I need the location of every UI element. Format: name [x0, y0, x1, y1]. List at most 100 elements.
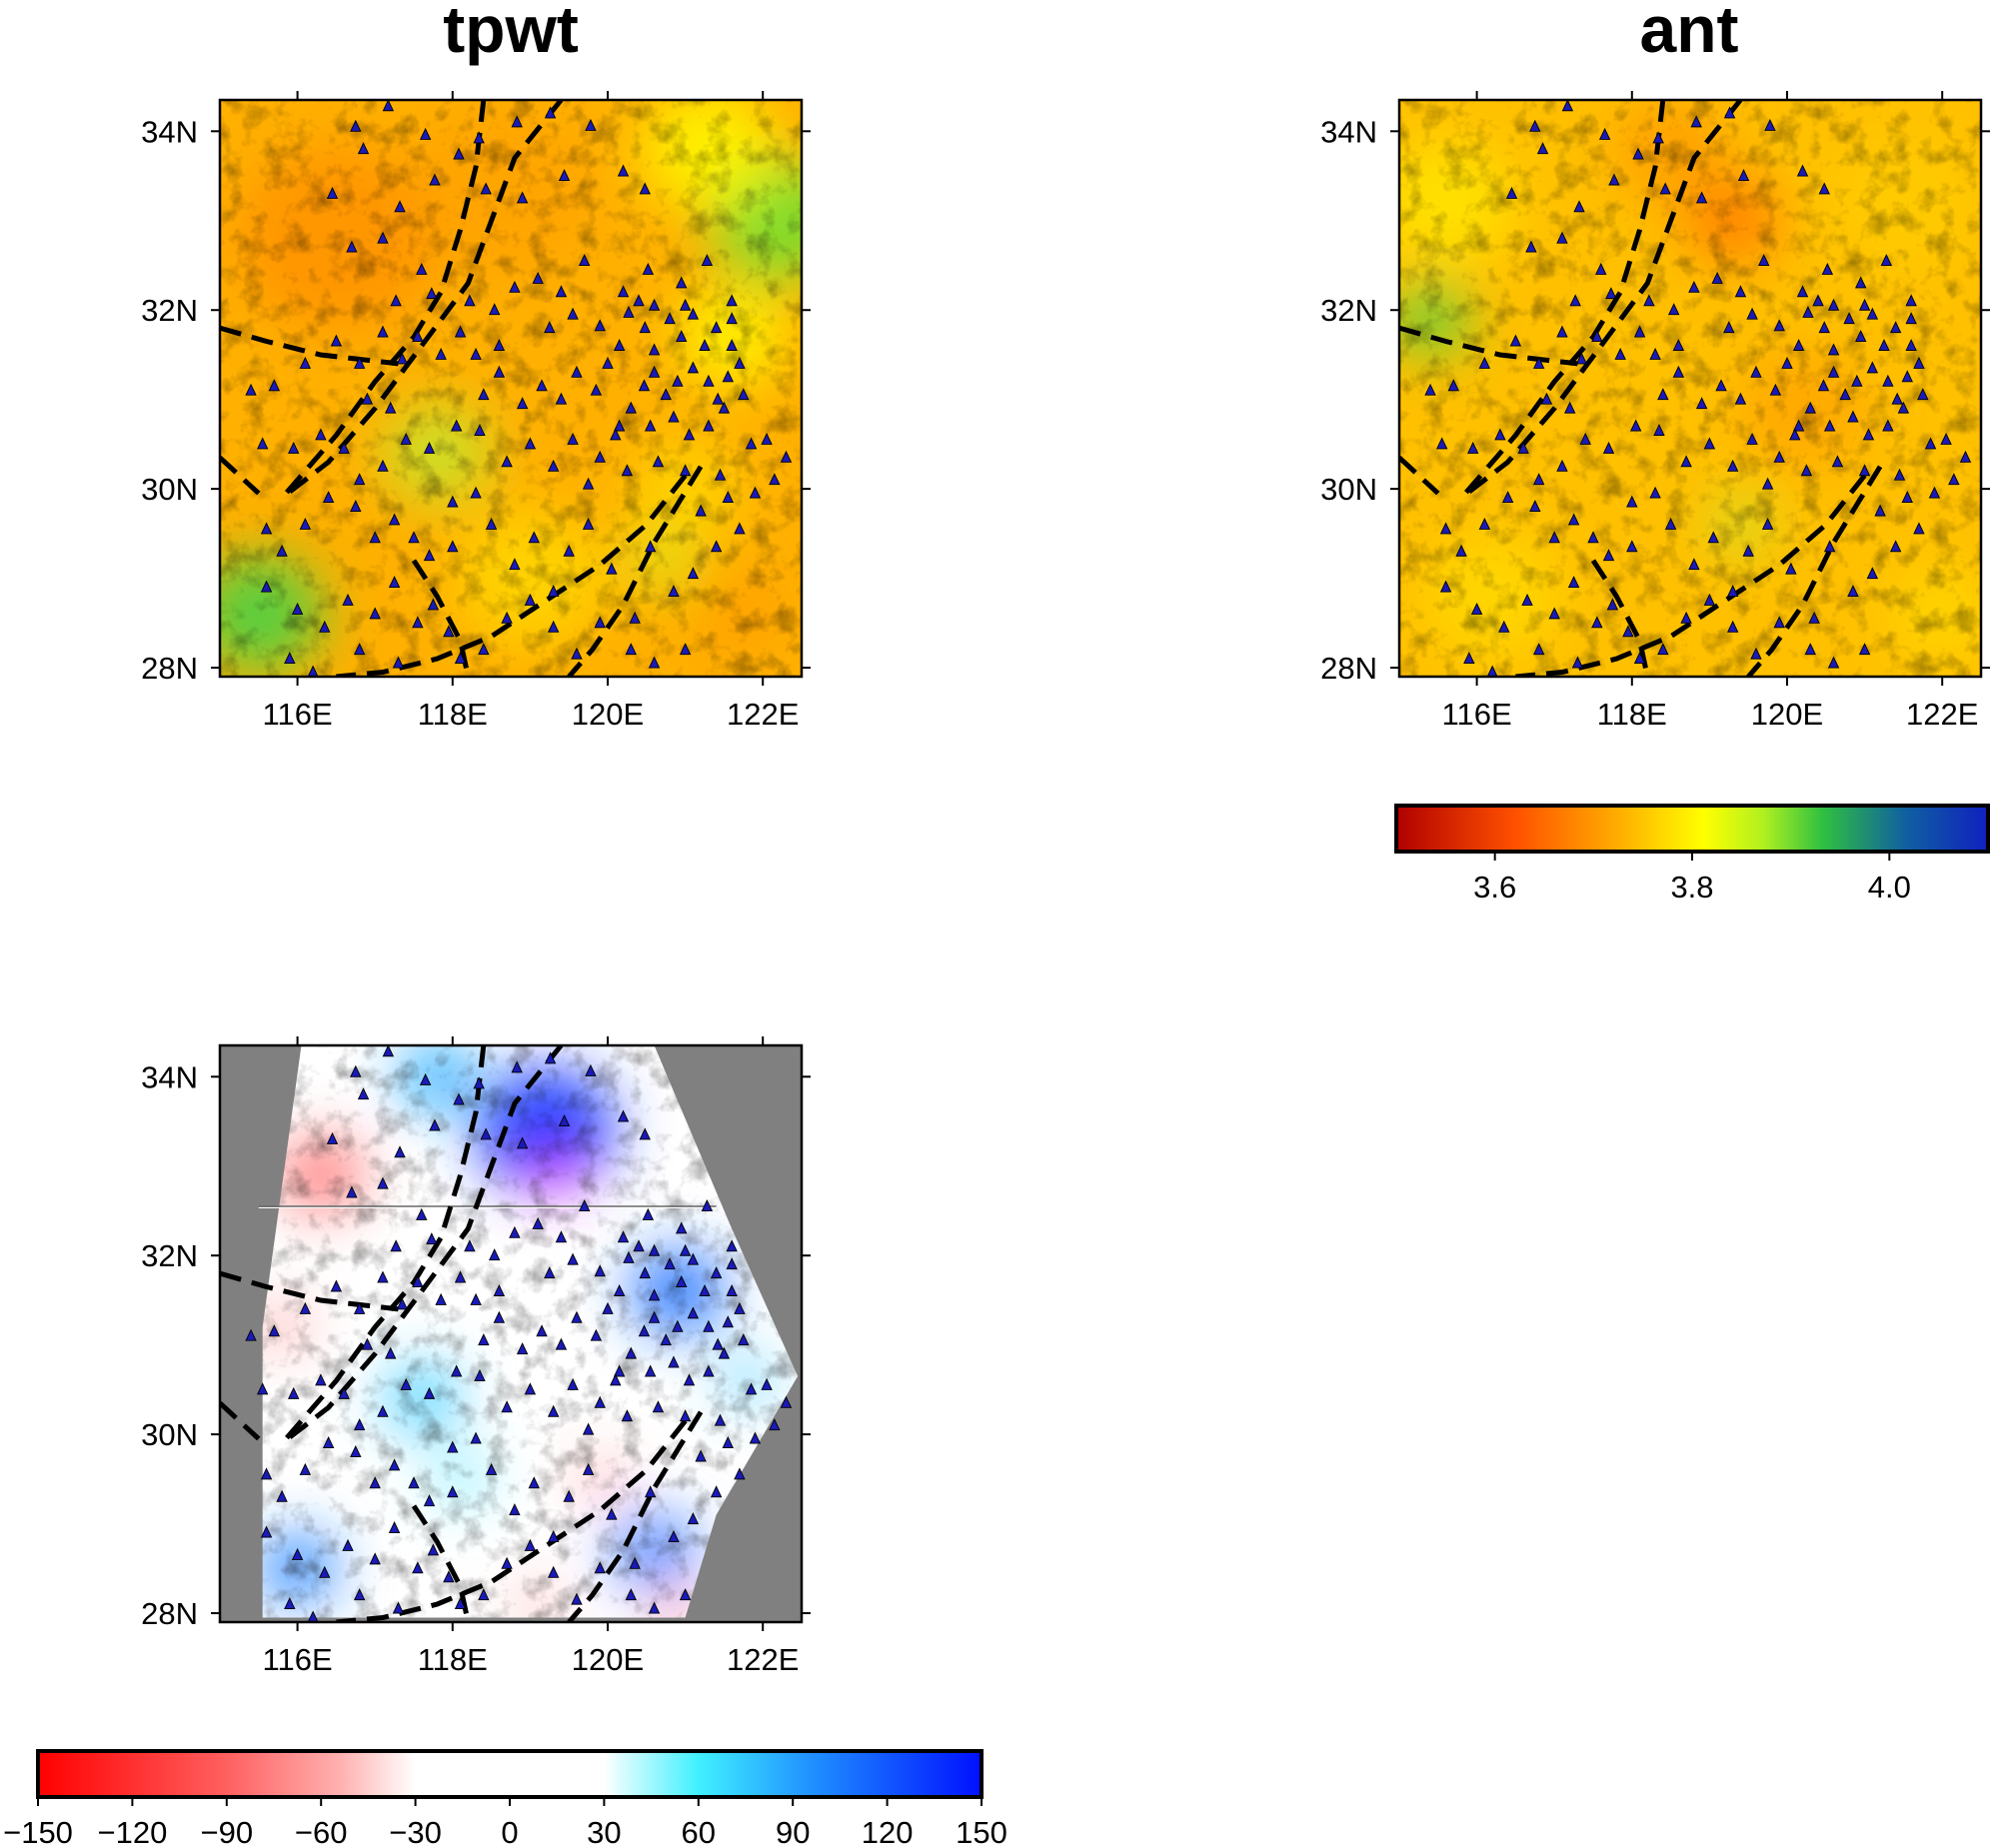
station-marker	[299, 1462, 312, 1475]
station-marker	[1439, 580, 1452, 593]
station-marker	[342, 1538, 354, 1551]
station-marker	[629, 1556, 641, 1569]
station-marker	[319, 1565, 331, 1578]
station-marker	[447, 1485, 459, 1498]
station-marker	[1913, 522, 1925, 535]
station-marker	[245, 1328, 257, 1341]
station-marker	[509, 558, 521, 571]
station-marker	[1858, 464, 1871, 477]
station-marker	[1792, 419, 1805, 432]
y-tick-label: 34N	[141, 1059, 198, 1094]
station-marker	[427, 1543, 440, 1556]
station-marker	[443, 1570, 455, 1583]
station-marker	[388, 1458, 401, 1471]
x-tick-label: 120E	[572, 697, 644, 732]
station-marker	[454, 325, 467, 338]
station-marker	[1901, 370, 1913, 383]
station-marker	[1532, 643, 1545, 656]
station-marker	[1703, 593, 1716, 606]
station-marker	[307, 665, 319, 677]
station-marker	[1649, 486, 1661, 499]
station-marker	[357, 1087, 370, 1100]
station-marker	[1579, 432, 1591, 445]
station-marker	[1905, 338, 1917, 351]
station-marker	[1467, 441, 1479, 454]
station-marker	[571, 365, 583, 378]
station-marker	[528, 1476, 540, 1489]
station-marker	[1680, 455, 1692, 468]
station-marker	[488, 303, 501, 316]
station-marker	[1827, 343, 1840, 356]
station-marker	[1498, 620, 1510, 633]
station-marker	[1891, 392, 1903, 405]
station-marker	[679, 298, 692, 311]
station-marker	[256, 1382, 269, 1395]
station-marker	[617, 164, 630, 177]
map-frame-ant: 116E 118E 120E 122E 28N 30N 32N 34N	[1320, 91, 1990, 732]
station-marker	[377, 1270, 389, 1283]
station-marker	[392, 1601, 405, 1614]
station-marker	[1742, 544, 1754, 557]
y-tick-label: 34N	[141, 114, 198, 149]
station-marker	[470, 1431, 482, 1444]
station-marker	[396, 1297, 409, 1310]
station-marker	[722, 1315, 734, 1328]
station-marker	[621, 464, 634, 477]
station-marker	[536, 379, 548, 392]
station-marker	[338, 1386, 350, 1399]
station-marker	[648, 1288, 661, 1301]
station-marker	[594, 1561, 606, 1574]
station-marker	[749, 486, 762, 499]
station-marker	[734, 1301, 746, 1314]
x-tick-label: 116E	[263, 697, 333, 732]
station-marker	[544, 106, 557, 119]
station-marker	[555, 1337, 568, 1350]
station-marker	[672, 1319, 684, 1332]
station-marker	[1818, 182, 1830, 195]
station-marker	[710, 321, 723, 334]
station-marker	[394, 1145, 406, 1158]
fault-line	[1590, 559, 1650, 677]
station-marker	[726, 294, 738, 307]
station-marker	[718, 1346, 731, 1359]
station-marker	[660, 1333, 672, 1346]
station-marker	[726, 1283, 738, 1296]
station-marker	[1633, 325, 1646, 338]
station-marker	[642, 262, 655, 275]
station-marker	[1608, 173, 1620, 186]
station-marker	[284, 652, 296, 665]
station-marker	[426, 287, 438, 300]
station-marker	[1657, 643, 1669, 656]
station-marker	[1643, 294, 1655, 307]
station-marker	[447, 495, 459, 508]
station-marker	[408, 1476, 420, 1489]
station-marker	[687, 307, 700, 320]
station-marker	[1804, 401, 1816, 414]
station-marker	[1690, 115, 1702, 128]
station-marker	[353, 356, 366, 369]
fault-line	[280, 1045, 487, 1445]
station-marker	[377, 231, 389, 244]
station-marker	[1532, 356, 1545, 369]
station-marker	[1680, 611, 1692, 624]
station-marker	[567, 432, 579, 445]
station-marker	[1913, 356, 1925, 369]
station-marker	[1521, 593, 1533, 606]
station-marker	[338, 441, 350, 454]
station-marker	[1823, 419, 1836, 432]
station-marker	[710, 1266, 723, 1279]
station-marker	[547, 1529, 560, 1542]
station-marker	[679, 1588, 692, 1601]
station-marker	[582, 1462, 595, 1475]
station-marker	[1602, 549, 1615, 562]
station-marker	[493, 1310, 506, 1323]
station-marker	[1556, 231, 1568, 244]
station-marker	[1478, 356, 1491, 369]
station-marker	[1629, 419, 1642, 432]
station-marker	[288, 441, 300, 454]
station-marker	[435, 1292, 447, 1305]
station-marker	[699, 338, 711, 351]
station-marker	[412, 1275, 424, 1288]
x-tick-label: 116E	[263, 1642, 333, 1677]
station-marker	[1874, 504, 1886, 517]
